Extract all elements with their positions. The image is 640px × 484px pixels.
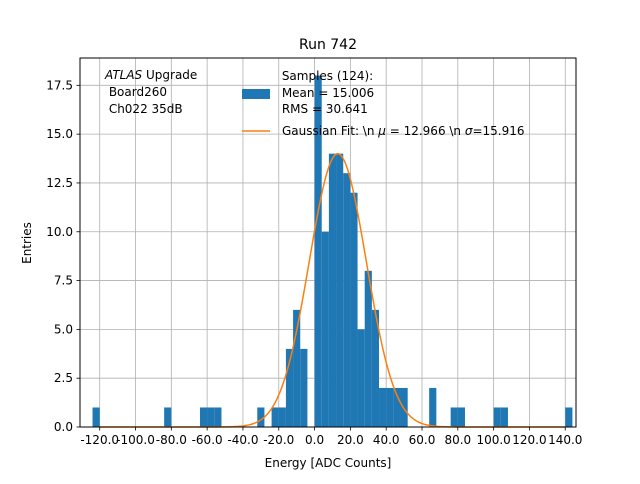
legend-histogram-swatch bbox=[242, 89, 270, 99]
x-tick-label: -20.0 bbox=[263, 433, 294, 447]
histogram-bar bbox=[364, 270, 372, 427]
x-tick-label: 20.0 bbox=[337, 433, 364, 447]
legend-histogram-line-3: RMS = 30.641 bbox=[278, 102, 368, 116]
x-axis-ticks: -120.0-100.0 -80.0 -60.0 -40.0 -20.0 0.0 20.0 4… bbox=[80, 427, 582, 447]
annotation-upgrade: Upgrade bbox=[142, 68, 197, 82]
histogram-bar bbox=[357, 329, 365, 427]
x-tick-label: -80.0 bbox=[156, 433, 187, 447]
histogram-bar bbox=[565, 407, 573, 427]
atlas-annotation: ATLAS Upgrade Board260 Ch022 35dB bbox=[104, 68, 197, 116]
y-tick-label: 12.5 bbox=[46, 176, 73, 190]
annotation-line-3: Ch022 35dB bbox=[105, 102, 183, 116]
histogram-bar bbox=[336, 153, 344, 427]
histogram-bar bbox=[379, 387, 387, 427]
y-tick-label: 5.0 bbox=[54, 322, 73, 336]
x-axis-label: Energy [ADC Counts] bbox=[265, 456, 392, 470]
annotation-line-2: Board260 bbox=[105, 85, 167, 99]
histogram-bar bbox=[285, 348, 294, 427]
y-tick-label: 7.5 bbox=[54, 274, 73, 288]
histogram-bar bbox=[343, 173, 351, 427]
histogram-bar bbox=[207, 407, 215, 427]
annotation-line-1: ATLAS Upgrade bbox=[104, 68, 197, 82]
x-tick-label: -120.0 bbox=[80, 433, 119, 447]
histogram-bar bbox=[493, 407, 501, 427]
y-tick-label: 10.0 bbox=[46, 225, 73, 239]
histogram-bar bbox=[350, 192, 358, 427]
x-tick-label: 140.0 bbox=[548, 433, 582, 447]
y-axis-ticks: 0.0 2.5 5.0 7.5 10.0 12.5 15.0 17.5 bbox=[46, 78, 80, 434]
annotation-atlas: ATLAS bbox=[104, 68, 143, 82]
histogram-bar bbox=[300, 348, 308, 427]
y-axis-label: Entries bbox=[20, 222, 34, 264]
x-tick-label: -100.0 bbox=[116, 433, 155, 447]
histogram-bar bbox=[429, 387, 437, 427]
y-tick-label: 17.5 bbox=[46, 78, 73, 92]
legend-histogram-line-2: Mean = 15.006 bbox=[278, 86, 374, 100]
x-tick-label: 120.0 bbox=[512, 433, 546, 447]
legend: Samples (124): Mean = 15.006 RMS = 30.64… bbox=[242, 69, 525, 138]
legend-histogram-line-1: Samples (124): bbox=[278, 69, 373, 83]
histogram-bar bbox=[321, 231, 329, 427]
histogram-bar bbox=[164, 407, 172, 427]
histogram-bar bbox=[199, 407, 208, 427]
x-tick-label: 80.0 bbox=[444, 433, 471, 447]
legend-fit-mu: μ bbox=[377, 124, 386, 138]
histogram-bar bbox=[214, 407, 222, 427]
x-tick-label: 60.0 bbox=[409, 433, 436, 447]
y-tick-label: 0.0 bbox=[54, 420, 73, 434]
histogram-bar bbox=[328, 153, 337, 427]
x-tick-label: -60.0 bbox=[192, 433, 223, 447]
histogram-bar bbox=[457, 407, 465, 427]
legend-fit-sigma: σ bbox=[465, 124, 473, 138]
histogram-bar bbox=[393, 387, 401, 427]
legend-fit-part-2: = 12.966 \n bbox=[386, 124, 465, 138]
legend-fit-label: Gaussian Fit: \n μ = 12.966 \n σ=15.916 bbox=[282, 124, 525, 138]
histogram-bar bbox=[314, 75, 322, 428]
histogram-bar bbox=[371, 309, 380, 427]
legend-fit-part-3: =15.916 bbox=[472, 124, 524, 138]
y-tick-label: 15.0 bbox=[46, 127, 73, 141]
histogram-bar bbox=[278, 407, 286, 427]
histogram-bar bbox=[92, 407, 100, 427]
x-tick-label: 100.0 bbox=[476, 433, 510, 447]
histogram-bars bbox=[92, 75, 573, 428]
y-tick-label: 2.5 bbox=[54, 371, 73, 385]
histogram-bar bbox=[293, 309, 301, 427]
chart-title: Run 742 bbox=[299, 37, 357, 53]
x-tick-label: 40.0 bbox=[373, 433, 400, 447]
histogram-bar bbox=[271, 407, 279, 427]
x-tick-label: -40.0 bbox=[227, 433, 258, 447]
plot-frame bbox=[79, 57, 577, 428]
legend-fit-part-1: Gaussian Fit: \n bbox=[282, 124, 378, 138]
histogram-bar bbox=[450, 407, 458, 427]
x-tick-label: 0.0 bbox=[305, 433, 324, 447]
histogram-bar bbox=[500, 407, 508, 427]
histogram-bar bbox=[386, 387, 394, 427]
histogram-bar bbox=[257, 407, 265, 427]
